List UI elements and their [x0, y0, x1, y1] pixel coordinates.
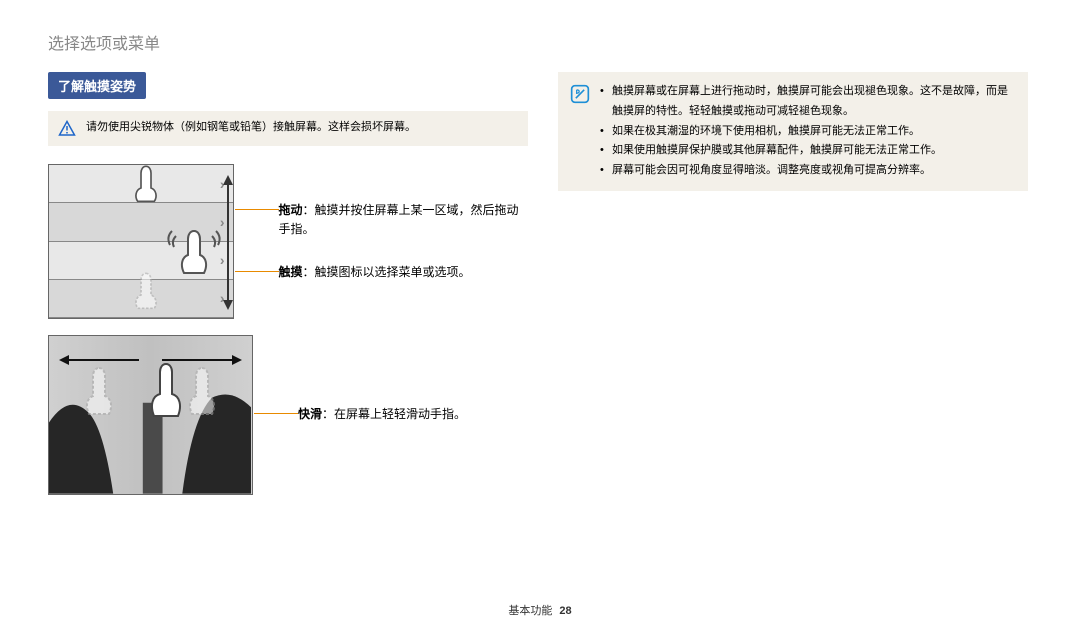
note-item: 如果使用触摸屏保护膜或其他屏幕配件，触摸屏可能无法正常工作。 — [600, 141, 1016, 161]
note-item: 屏幕可能会因可视角度显得暗淡。调整亮度或视角可提高分辨率。 — [600, 161, 1016, 181]
right-column: 触摸屏幕或在屏幕上进行拖动时，触摸屏可能会出现褪色现象。这不是故障，而是触摸屏的… — [558, 72, 1028, 511]
figure-flick: 快滑：在屏幕上轻轻滑动手指。 — [48, 335, 528, 495]
figure1-labels: 拖动：触摸并按住屏幕上某一区域，然后拖动手指。 触摸：触摸图标以选择菜单或选项。 — [279, 201, 529, 283]
figure2-illustration — [48, 335, 253, 495]
figure2-labels: 快滑：在屏幕上轻轻滑动手指。 — [298, 405, 466, 424]
note-box: 触摸屏幕或在屏幕上进行拖动时，触摸屏可能会出现褪色现象。这不是故障，而是触摸屏的… — [558, 72, 1028, 191]
page-title: 选择选项或菜单 — [48, 30, 1032, 54]
finger-ghost-icon — [129, 270, 163, 310]
warning-bar: 请勿使用尖锐物体（例如钢笔或铅笔）接触屏幕。这样会损坏屏幕。 — [48, 111, 528, 146]
gesture-tap-label: 触摸：触摸图标以选择菜单或选项。 — [279, 263, 529, 282]
figure1-illustration: › › › › — [48, 164, 234, 319]
figure-drag-tap: › › › › — [48, 164, 528, 319]
note-item: 如果在极其潮湿的环境下使用相机，触摸屏可能无法正常工作。 — [600, 122, 1016, 142]
finger-drag-icon — [129, 164, 163, 203]
note-list: 触摸屏幕或在屏幕上进行拖动时，触摸屏可能会出现褪色现象。这不是故障，而是触摸屏的… — [600, 82, 1016, 181]
warning-text: 请勿使用尖锐物体（例如钢笔或铅笔）接触屏幕。这样会损坏屏幕。 — [86, 119, 416, 136]
gesture-drag-label: 拖动：触摸并按住屏幕上某一区域，然后拖动手指。 — [279, 201, 529, 239]
note-item: 触摸屏幕或在屏幕上进行拖动时，触摸屏可能会出现褪色现象。这不是故障，而是触摸屏的… — [600, 82, 1016, 122]
note-icon — [570, 84, 590, 104]
updown-arrow-icon — [223, 175, 233, 310]
section-header: 了解触摸姿势 — [48, 72, 146, 99]
warning-icon — [58, 120, 76, 138]
page-footer: 基本功能 28 — [0, 602, 1080, 618]
left-column: 了解触摸姿势 请勿使用尖锐物体（例如钢笔或铅笔）接触屏幕。这样会损坏屏幕。 › … — [48, 72, 528, 511]
finger-ghost3-icon — [182, 364, 222, 416]
finger-ghost2-icon — [79, 364, 119, 416]
gesture-flick-label: 快滑：在屏幕上轻轻滑动手指。 — [298, 405, 466, 424]
page-number: 28 — [559, 605, 571, 617]
footer-section: 基本功能 — [508, 605, 552, 617]
finger-tap-icon — [164, 225, 224, 275]
